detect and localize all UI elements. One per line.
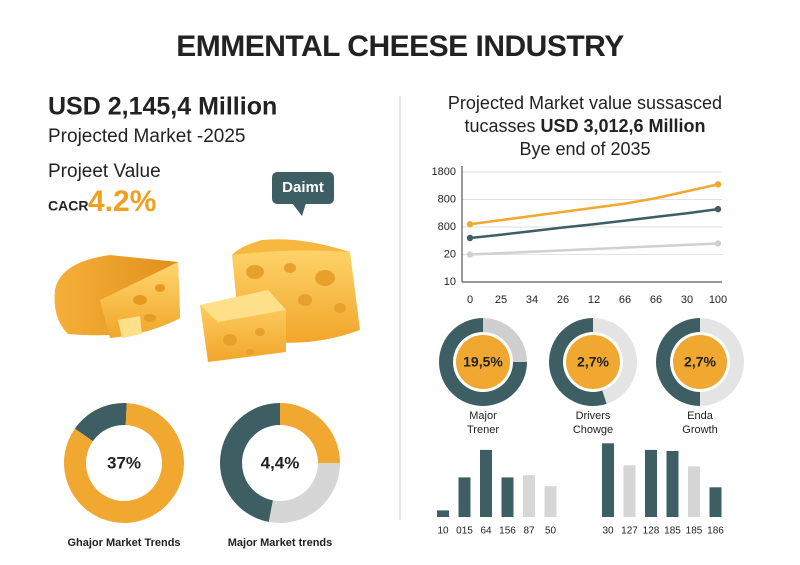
donut-center-label: 2,7% bbox=[684, 354, 716, 370]
donut-segment bbox=[656, 318, 700, 406]
donut-center-label: 19,5% bbox=[463, 354, 503, 370]
x-tick-label: 64 bbox=[480, 526, 492, 537]
x-tick-label: 34 bbox=[526, 294, 538, 306]
x-tick-label: 10 bbox=[437, 526, 449, 537]
line-point bbox=[714, 240, 722, 247]
donut-segment bbox=[549, 318, 607, 406]
badge-text: Daimt bbox=[282, 179, 324, 196]
x-tick-label: 30 bbox=[681, 294, 693, 306]
line-series bbox=[469, 183, 719, 226]
x-tick-label: 50 bbox=[545, 526, 557, 537]
line-point bbox=[466, 221, 474, 228]
title: EMMENTAL CHEESE INDUSTRY bbox=[176, 30, 624, 63]
right-heading-2-prefix: tucasses bbox=[464, 116, 535, 136]
donut-segment bbox=[700, 318, 744, 406]
y-tick-label: 800 bbox=[438, 193, 456, 205]
donut-segment bbox=[439, 318, 527, 406]
right-heading-2-bold: USD 3,012,6 Million bbox=[541, 116, 706, 136]
line-series bbox=[469, 207, 719, 240]
bar bbox=[623, 465, 636, 517]
donut-center bbox=[566, 335, 620, 389]
line-point bbox=[466, 251, 474, 258]
x-tick-label: 185 bbox=[664, 526, 681, 537]
y-tick-label: 800 bbox=[438, 221, 456, 233]
x-tick-label: 015 bbox=[456, 526, 473, 537]
value-label: Projeet Value bbox=[48, 161, 161, 182]
bar bbox=[480, 449, 492, 517]
donut-center-label: 4,4% bbox=[261, 453, 300, 472]
badge: Daimt bbox=[272, 172, 334, 216]
x-tick-label: 186 bbox=[707, 526, 724, 537]
subhead: Projected Market -2025 bbox=[48, 126, 246, 147]
cheese-wheel bbox=[200, 239, 360, 362]
x-tick-label: 25 bbox=[495, 294, 507, 306]
y-tick-label: 10 bbox=[444, 276, 456, 288]
right-heading-3: Bye end of 2035 bbox=[519, 139, 650, 159]
x-tick-label: 127 bbox=[621, 526, 638, 537]
x-tick-label: 185 bbox=[686, 526, 703, 537]
donut-segment bbox=[74, 403, 127, 442]
x-tick-label: 12 bbox=[588, 294, 600, 306]
donut-segment bbox=[63, 403, 185, 523]
x-tick-label: 87 bbox=[523, 526, 535, 537]
donut-segment bbox=[219, 403, 280, 522]
donut-segment bbox=[268, 463, 340, 524]
x-tick-label: 30 bbox=[602, 526, 614, 537]
bar bbox=[544, 486, 557, 517]
donut-center bbox=[673, 335, 727, 389]
x-tick-label: 26 bbox=[557, 294, 569, 306]
x-tick-label: 128 bbox=[643, 526, 660, 537]
bar bbox=[666, 451, 679, 517]
donut-segment bbox=[280, 403, 340, 463]
donut-caption: Major bbox=[469, 410, 497, 422]
line-point bbox=[714, 205, 722, 213]
line-series bbox=[469, 242, 719, 256]
headline: USD 2,145,4 Million bbox=[48, 93, 277, 121]
donut-caption: Ghajor Market Trends bbox=[67, 537, 180, 549]
bar bbox=[602, 443, 614, 517]
bar bbox=[709, 487, 722, 517]
y-tick-label: 1800 bbox=[432, 166, 456, 178]
donut-caption: Trener bbox=[467, 424, 499, 436]
line-point bbox=[466, 234, 474, 242]
bar bbox=[645, 449, 657, 517]
donut-center-label: 37% bbox=[107, 453, 141, 472]
donut-center bbox=[456, 335, 510, 389]
bar bbox=[688, 466, 700, 517]
donut-segment bbox=[593, 318, 637, 404]
x-tick-label: 156 bbox=[499, 526, 516, 537]
donut-caption: Enda bbox=[687, 410, 714, 422]
cagr-value: 4.2% bbox=[88, 185, 156, 218]
right-heading-1: Projected Market value sussasced bbox=[448, 93, 722, 113]
donut-caption: Major Market trends bbox=[228, 537, 333, 549]
donut-center-label: 2,7% bbox=[577, 354, 609, 370]
line-point bbox=[714, 181, 722, 188]
donut-caption: Chowge bbox=[573, 424, 613, 436]
x-tick-label: 66 bbox=[650, 294, 662, 306]
x-tick-label: 0 bbox=[467, 294, 473, 306]
x-tick-label: 100 bbox=[709, 294, 727, 306]
bar bbox=[523, 475, 535, 517]
x-tick-label: 66 bbox=[619, 294, 631, 306]
donut-caption: Growth bbox=[682, 424, 717, 436]
donut-caption: Drivers bbox=[576, 410, 611, 422]
cagr-label: CACR bbox=[48, 198, 88, 214]
bar bbox=[437, 510, 449, 517]
donut-segment bbox=[483, 318, 527, 362]
cheese-wedge bbox=[54, 255, 180, 338]
y-tick-label: 20 bbox=[444, 248, 456, 260]
bar bbox=[458, 477, 471, 517]
right-heading-2: tucasses USD 3,012,6 Million bbox=[464, 116, 705, 136]
bar bbox=[501, 477, 514, 517]
